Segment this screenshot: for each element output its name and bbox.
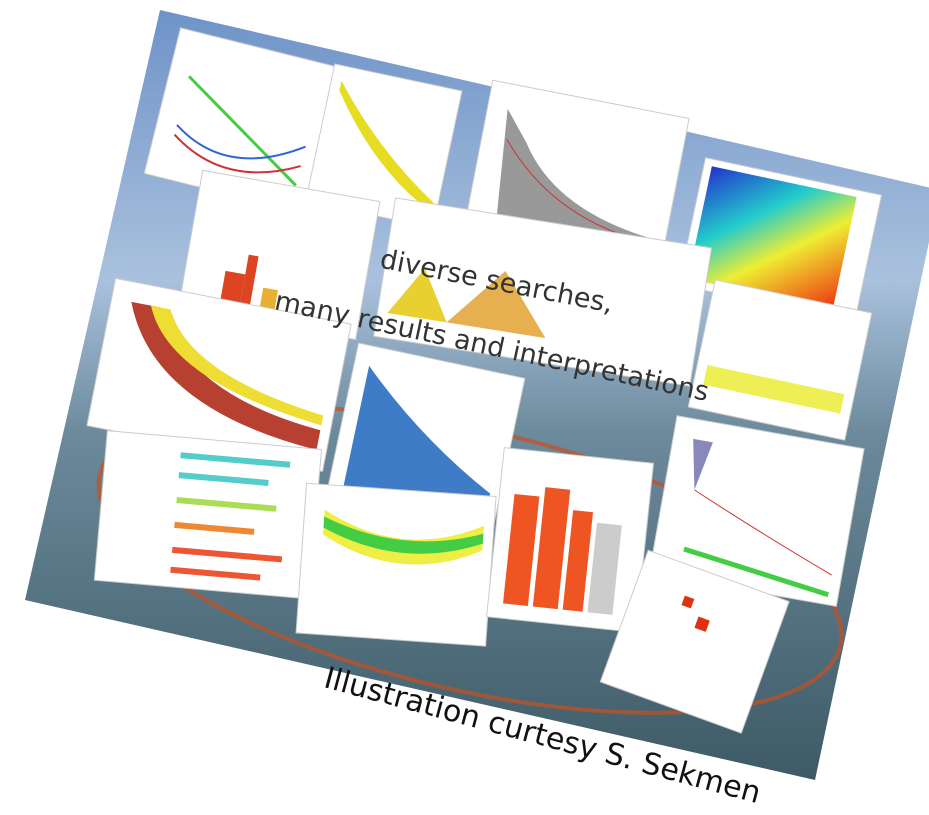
plot-cards (86, 27, 883, 734)
card (687, 279, 873, 441)
card (295, 482, 497, 647)
card (93, 430, 323, 600)
card (373, 197, 713, 387)
card (485, 447, 655, 633)
card (177, 169, 381, 341)
card (677, 157, 883, 323)
card (599, 549, 790, 734)
card (86, 277, 352, 473)
card (648, 415, 865, 607)
